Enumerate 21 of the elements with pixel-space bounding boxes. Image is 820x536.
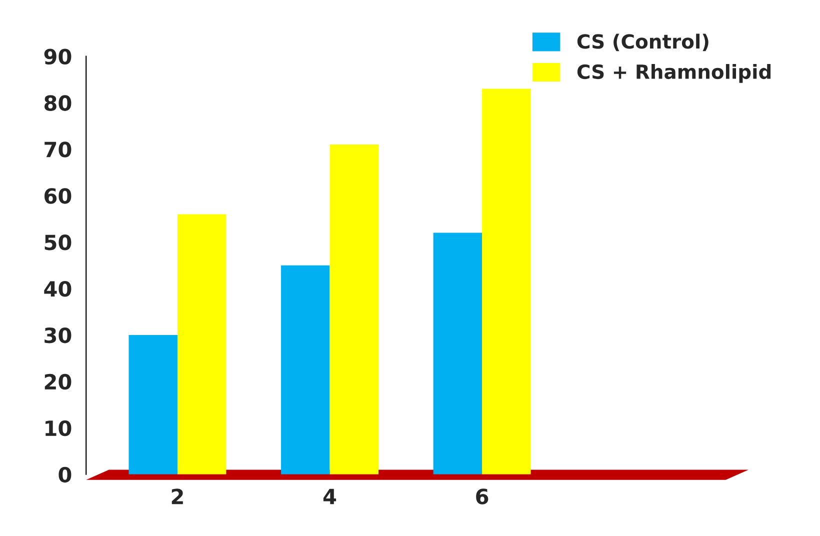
bar (177, 214, 226, 474)
y-tick-label: 50 (44, 234, 72, 250)
bar (433, 232, 482, 474)
x-tick-label: 6 (476, 488, 488, 504)
x-tick-label: 4 (323, 488, 336, 504)
y-tick-label: 10 (46, 420, 72, 436)
y-tick-label: 0 (58, 466, 72, 483)
bar (281, 265, 330, 474)
y-tick-label: 40 (44, 281, 72, 297)
y-tick-label: 30 (44, 327, 72, 344)
y-tick-label: 80 (44, 95, 72, 111)
y-tick-label: 60 (44, 188, 72, 204)
bar (128, 335, 178, 474)
legend-label: CS + Rhamnolipid (577, 64, 771, 83)
bar (482, 88, 531, 474)
x-tick-label: 2 (172, 488, 183, 504)
y-tick-label: 70 (44, 142, 72, 158)
y-tick-label: 90 (44, 48, 72, 64)
bar (330, 144, 378, 474)
y-tick-label: 20 (44, 374, 72, 390)
legend-label: CS (Control) (577, 34, 708, 52)
